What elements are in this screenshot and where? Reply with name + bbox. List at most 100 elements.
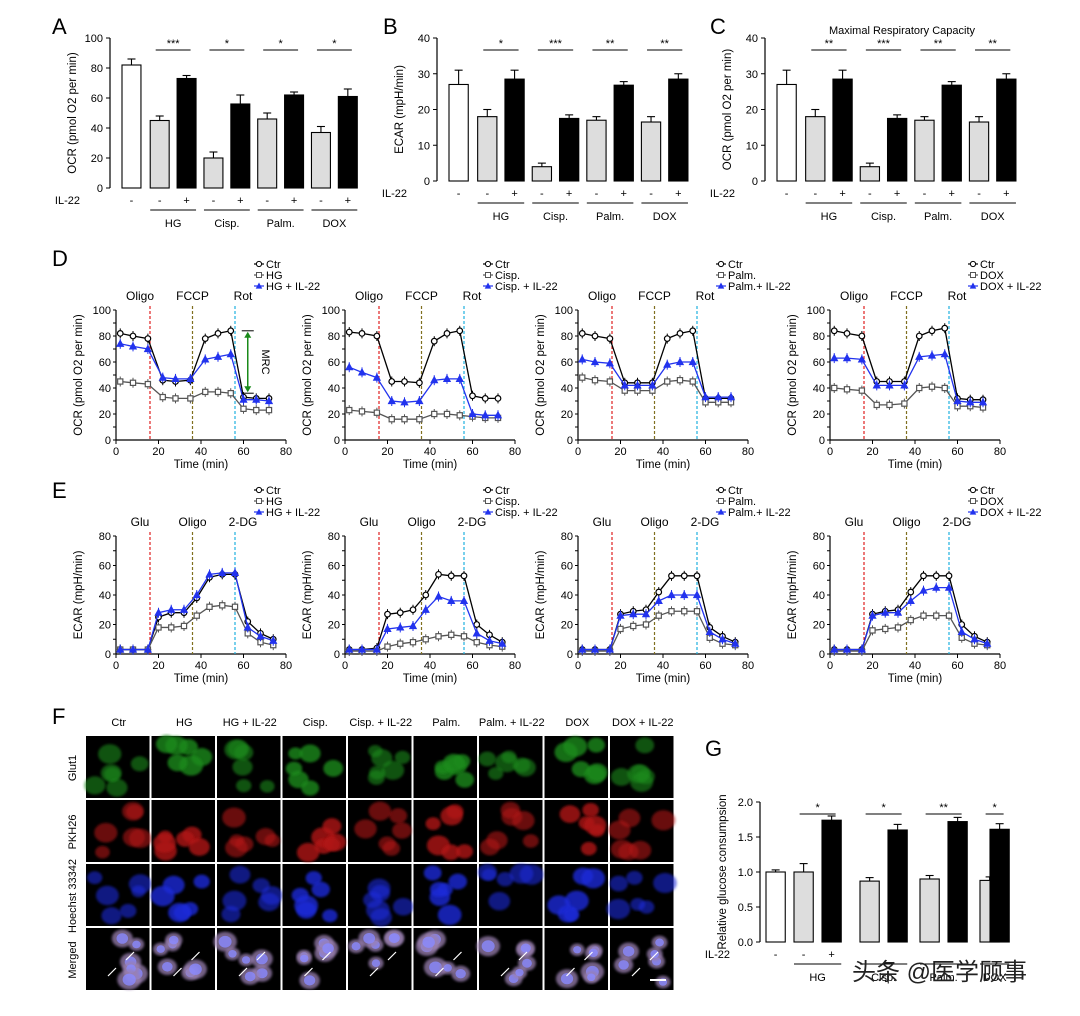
data-point bbox=[928, 327, 936, 335]
legend-marker bbox=[484, 260, 492, 268]
data-point bbox=[654, 596, 663, 604]
y-tick-label: 80 bbox=[561, 331, 573, 343]
injection-label: Oligo bbox=[640, 515, 668, 529]
data-point bbox=[983, 639, 992, 647]
y-tick-label: 0.5 bbox=[738, 902, 753, 914]
cell-blob bbox=[456, 844, 473, 859]
cell-blob bbox=[571, 761, 591, 778]
data-point bbox=[868, 611, 877, 619]
cell-blob bbox=[437, 904, 462, 925]
x-tick-label: 40 bbox=[195, 660, 207, 672]
data-point bbox=[357, 645, 367, 653]
y-tick-label: 100 bbox=[93, 305, 111, 317]
data-point bbox=[226, 349, 235, 358]
data-point bbox=[932, 572, 940, 580]
legend-label: Cisp. + IL-22 bbox=[495, 281, 558, 293]
data-point bbox=[416, 416, 423, 423]
y-tick-label: 0 bbox=[105, 649, 111, 661]
data-point bbox=[906, 596, 915, 604]
cell-nucleus bbox=[244, 971, 256, 982]
cell-blob bbox=[440, 806, 463, 826]
cell-nucleus bbox=[241, 956, 251, 964]
data-point bbox=[143, 645, 153, 653]
y-tick-label: 10 bbox=[746, 140, 758, 152]
cell-blob bbox=[222, 890, 247, 911]
y-tick-label: 20 bbox=[813, 620, 825, 632]
bar-chart-g: 0.0 0.5 1.0 1.5 2.0 Relative glucose consumps… bbox=[705, 794, 1010, 984]
data-point bbox=[358, 330, 366, 337]
data-point bbox=[693, 572, 701, 580]
y-axis-label: OCR (pmol O2 per min) bbox=[787, 314, 799, 436]
legend-label: DOX + IL-22 bbox=[980, 507, 1041, 519]
legend-label: Ctr bbox=[728, 259, 743, 271]
cell-blob bbox=[323, 837, 341, 852]
y-tick-label: 100 bbox=[85, 33, 103, 45]
panel-letter-d: D bbox=[52, 246, 68, 271]
x-tick-label: 60 bbox=[466, 446, 478, 458]
injection-label: FCCP bbox=[405, 289, 438, 303]
legend-label: HG + IL-22 bbox=[266, 507, 320, 519]
il22-sign: + bbox=[566, 188, 572, 200]
data-point bbox=[873, 401, 880, 409]
significance-label: * bbox=[225, 38, 230, 50]
x-tick-label: 0 bbox=[342, 660, 348, 672]
data-point bbox=[843, 386, 851, 393]
y-axis-label: ECAR (mpH/min) bbox=[535, 550, 547, 639]
data-point bbox=[214, 388, 222, 396]
data-point bbox=[606, 378, 614, 385]
il22-sign: - bbox=[868, 188, 872, 200]
significance-label: * bbox=[332, 38, 337, 50]
cell-blob bbox=[294, 895, 319, 916]
data-point bbox=[578, 330, 586, 337]
data-point bbox=[459, 596, 469, 604]
cell-blob bbox=[367, 770, 385, 785]
cell-blob bbox=[193, 874, 210, 889]
cell-blob bbox=[288, 747, 303, 760]
micrograph-column-label: HG + IL-22 bbox=[223, 717, 277, 729]
data-point bbox=[269, 636, 278, 644]
data-point bbox=[494, 395, 502, 402]
x-tick-label: 40 bbox=[909, 660, 921, 672]
cell-blob bbox=[322, 818, 342, 835]
significance-label: *** bbox=[167, 38, 181, 50]
cell-blob bbox=[448, 873, 468, 890]
injection-label: Rot bbox=[948, 289, 967, 303]
group-label: HG bbox=[493, 211, 510, 223]
injection-label: FCCP bbox=[890, 289, 923, 303]
data-point bbox=[456, 327, 464, 335]
y-axis-label: OCR (pmol O2 per min) bbox=[722, 49, 734, 171]
x-tick-label: 20 bbox=[614, 446, 626, 458]
injection-label: Oligo bbox=[178, 515, 206, 529]
data-point bbox=[590, 357, 600, 366]
cell-blob bbox=[626, 870, 643, 885]
chart-title: Maximal Respiratory Capacity bbox=[829, 25, 976, 37]
data-point bbox=[590, 645, 600, 653]
data-point bbox=[920, 572, 927, 580]
y-axis-label: ECAR (mpH/min) bbox=[394, 65, 406, 154]
data-point bbox=[409, 638, 417, 646]
data-point bbox=[680, 572, 688, 580]
x-tick-label: 40 bbox=[195, 446, 207, 458]
data-point bbox=[468, 409, 477, 418]
cell-blob bbox=[98, 744, 122, 764]
il22-sign: - bbox=[977, 188, 981, 200]
il22-sign: - bbox=[649, 188, 653, 200]
legend-label: Ctr bbox=[266, 485, 281, 497]
y-axis-label: ECAR (mpH/min) bbox=[302, 550, 314, 639]
injection-label: Glu bbox=[360, 515, 379, 529]
data-point bbox=[605, 358, 615, 367]
data-point bbox=[219, 602, 226, 609]
y-axis-label: OCR (pmol O2 per min) bbox=[302, 314, 314, 436]
data-point bbox=[154, 608, 163, 616]
y-tick-label: 40 bbox=[418, 33, 430, 45]
data-point bbox=[469, 392, 476, 400]
cell-blob bbox=[305, 871, 322, 885]
x-tick-label: 20 bbox=[381, 660, 393, 672]
cell-blob bbox=[130, 756, 149, 772]
data-point bbox=[227, 390, 234, 397]
data-point bbox=[858, 332, 866, 340]
cell-blob bbox=[392, 822, 412, 839]
data-point bbox=[927, 350, 937, 359]
data-point bbox=[387, 396, 396, 405]
micrograph-row-label: Merged bbox=[67, 941, 79, 978]
